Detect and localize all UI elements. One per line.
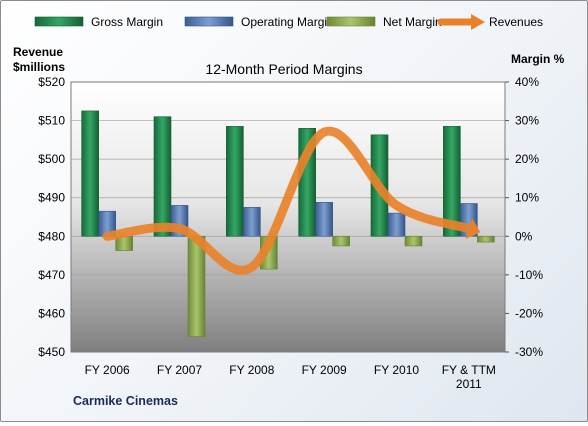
- legend-item-operating-margin: Operating Margin: [184, 15, 334, 29]
- right-axis-tick-label: 20%: [515, 152, 539, 166]
- bar-gross-margin: [226, 126, 244, 237]
- bar-net-margin: [187, 235, 206, 337]
- company-name: Carmike Cinemas: [73, 394, 178, 408]
- bar-gross-margin: [443, 126, 461, 237]
- left-axis-tick-label: $500: [38, 152, 65, 166]
- left-axis-tick-label: $490: [38, 191, 65, 205]
- right-axis-tick-label: 10%: [515, 191, 539, 205]
- left-axis-title-line2: $millions: [13, 60, 65, 74]
- legend-item-net-margin: Net Margin: [326, 15, 442, 29]
- legend-label-net-margin: Net Margin: [383, 15, 442, 29]
- left-axis-title-line1: Revenue: [13, 45, 63, 59]
- legend-label-revenues: Revenues: [489, 15, 543, 29]
- left-axis-tick-label: $520: [38, 75, 65, 89]
- bar-net-margin: [477, 235, 495, 243]
- chart-title: 12-Month Period Margins: [205, 61, 362, 77]
- bar-gross-margin: [81, 110, 99, 237]
- bar-gross-margin: [153, 116, 172, 237]
- right-axis-tick-label: -30%: [515, 345, 543, 359]
- bars: [81, 110, 495, 337]
- legend-label-operating-margin: Operating Margin: [241, 15, 334, 29]
- revenue-line-path: [102, 126, 474, 275]
- bar-operating-margin: [315, 202, 333, 237]
- gridlines: [71, 120, 505, 314]
- revenue-arrowhead: [465, 218, 481, 240]
- right-axis-tick-label: 30%: [515, 114, 539, 128]
- legend-swatch-operating-margin: [184, 16, 234, 27]
- x-axis-label: FY 2006: [85, 363, 130, 377]
- left-axis-tick-label: $510: [38, 114, 65, 128]
- plot-area: [70, 81, 506, 353]
- left-axis-tick-label: $480: [38, 229, 65, 243]
- x-axis-label: FY 2009: [302, 363, 347, 377]
- x-axis-label: FY & TTM 2011: [442, 363, 496, 391]
- bar-operating-margin: [387, 212, 406, 237]
- legend-label-gross-margin: Gross Margin: [91, 15, 163, 29]
- x-axis-labels: FY 2006 FY 2007 FY 2008 FY 2009 FY 2010 FY & …: [85, 363, 496, 391]
- legend: Gross Margin Operating Margin Net Margin…: [34, 14, 543, 30]
- x-axis-label: FY 2010: [374, 363, 419, 377]
- right-axis-tick-label: 40%: [515, 75, 539, 89]
- x-axis-label: FY 2007: [157, 363, 202, 377]
- bar-net-margin: [332, 235, 350, 247]
- right-axis-tick-label: -10%: [515, 268, 543, 282]
- right-axis-title: Margin %: [511, 52, 565, 66]
- legend-swatch-gross-margin: [34, 16, 84, 27]
- bar-net-margin: [404, 235, 423, 247]
- right-axis-tick-label: 0%: [515, 229, 533, 243]
- left-axis-tick-label: $470: [38, 268, 65, 282]
- left-axis-tick-label: $450: [38, 345, 65, 359]
- left-axis-ticks: $520 $510 $500 $490 $480 $470 $460 $450: [38, 75, 65, 359]
- left-axis-tick-label: $460: [38, 306, 65, 320]
- revenue-line: [102, 126, 481, 275]
- right-axis-ticks: 40% 30% 20% 10% 0% -10% -20% -30%: [505, 75, 543, 359]
- legend-item-revenues: Revenues: [437, 14, 543, 30]
- right-axis-tick-label: -20%: [515, 306, 543, 320]
- bar-operating-margin: [243, 207, 261, 237]
- x-axis-label: FY 2008: [229, 363, 274, 377]
- legend-item-gross-margin: Gross Margin: [34, 15, 163, 29]
- legend-arrowhead-revenues: [471, 14, 485, 30]
- legend-swatch-net-margin: [326, 16, 376, 27]
